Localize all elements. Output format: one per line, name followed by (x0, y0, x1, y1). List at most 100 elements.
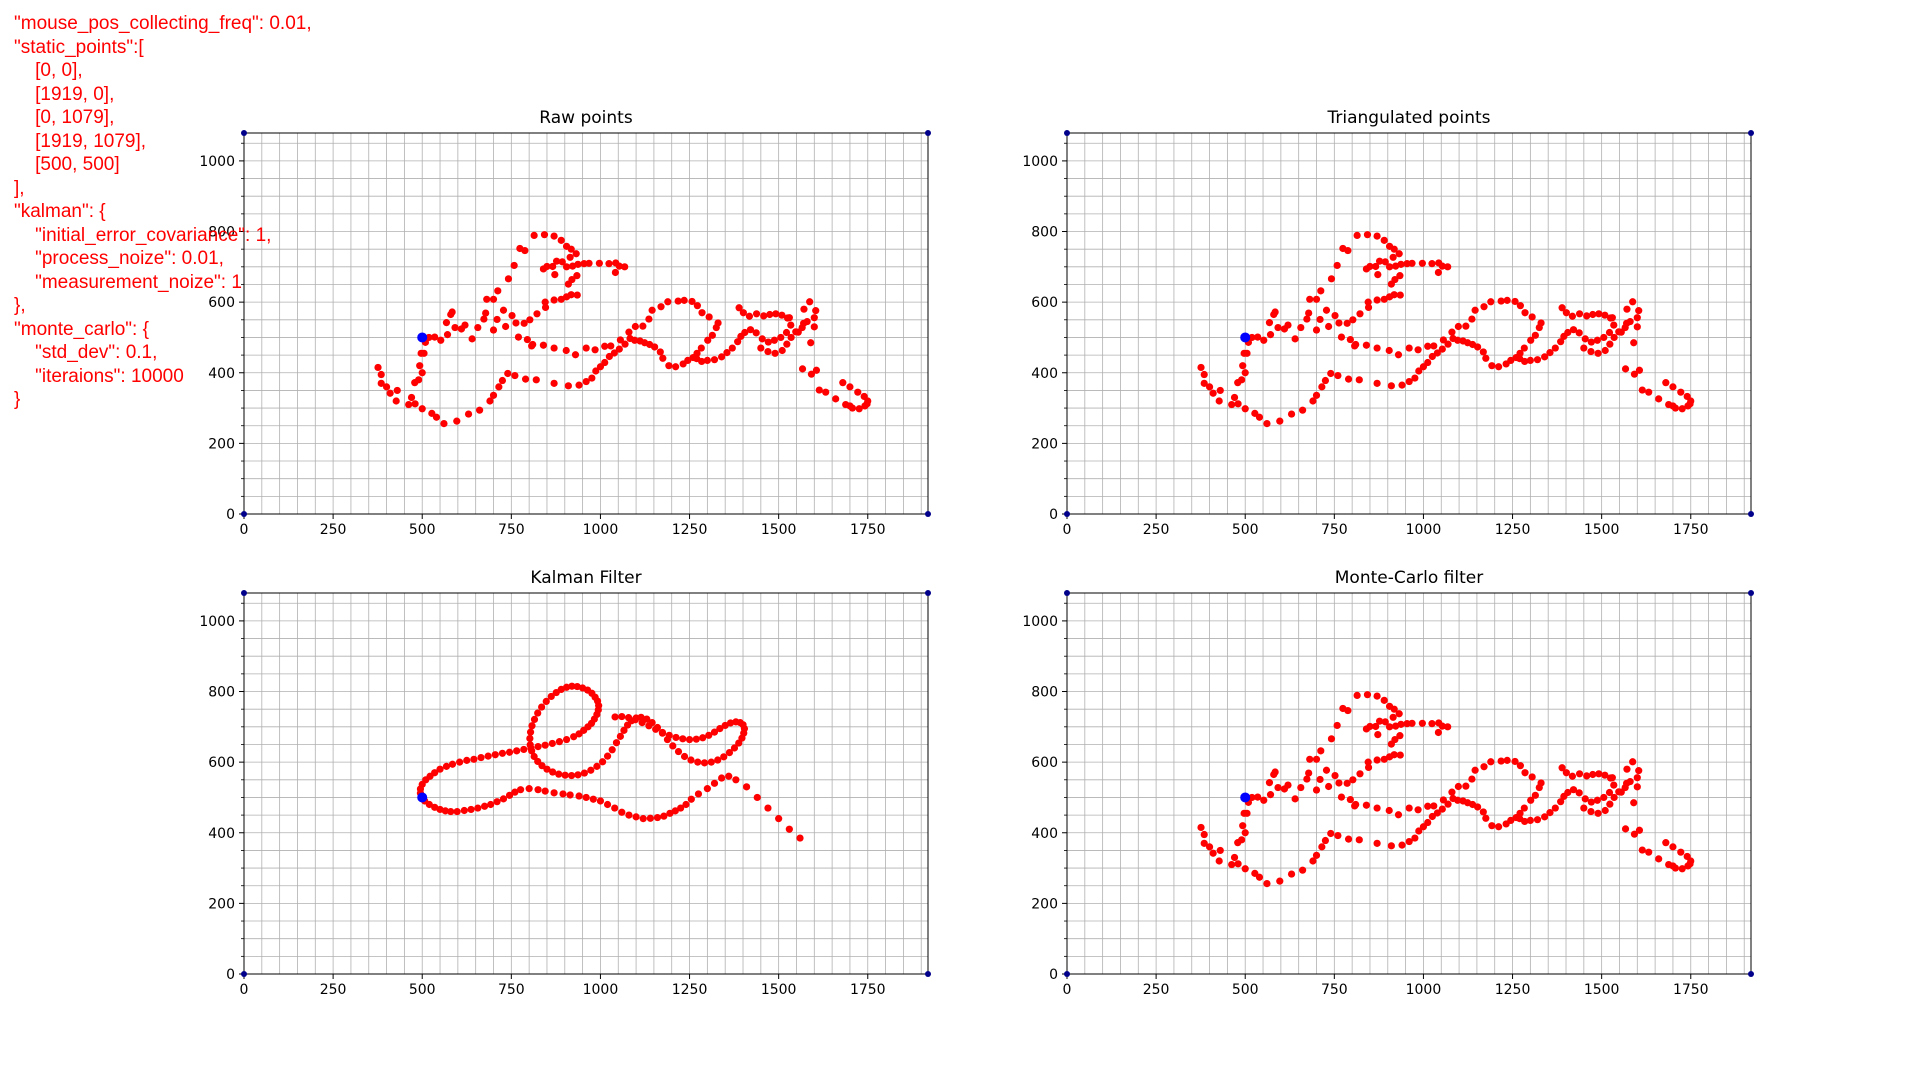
data-point (618, 808, 626, 816)
data-point (1677, 848, 1685, 856)
data-point (1390, 245, 1398, 253)
data-point (1265, 779, 1274, 787)
data-point (1305, 769, 1313, 777)
data-point (860, 392, 868, 401)
data-point (1321, 376, 1330, 385)
data-point (679, 735, 687, 743)
data-point (437, 336, 445, 344)
data-point (620, 726, 628, 734)
x-tick-label: 750 (498, 982, 525, 998)
data-point (562, 735, 571, 744)
data-point (574, 260, 582, 268)
data-point (1397, 260, 1405, 268)
data-point (703, 785, 711, 793)
data-point (386, 389, 394, 397)
data-point (806, 298, 814, 306)
data-point (1678, 405, 1686, 413)
subplot-2: 0 250 500 750 1000 1250 1500 1750 0 200 400 600 800 1… (199, 568, 931, 998)
subplot-title: Triangulated points (1326, 108, 1490, 128)
x-tick-label: 750 (1321, 982, 1348, 998)
y-tick-label: 400 (208, 826, 235, 842)
data-point (1234, 400, 1242, 408)
data-point (1343, 779, 1351, 787)
data-point (482, 309, 490, 317)
data-point (1306, 755, 1314, 763)
data-point (705, 313, 713, 321)
data-point (539, 341, 548, 349)
data-point (1633, 774, 1641, 782)
data-point (1265, 319, 1274, 327)
data-point (1623, 305, 1631, 313)
static-point (1748, 130, 1754, 136)
data-point (800, 305, 808, 313)
y-tick-label: 1000 (1022, 154, 1058, 170)
data-point (631, 322, 639, 331)
data-point (1583, 312, 1591, 320)
data-point (1297, 323, 1305, 332)
data-point (431, 769, 439, 777)
data-point (1260, 336, 1268, 344)
data-point (571, 351, 580, 359)
data-point (1414, 806, 1422, 814)
data-point (1405, 344, 1413, 352)
data-point (460, 806, 468, 815)
data-point (511, 371, 519, 380)
data-point (1241, 865, 1249, 873)
data-point (1568, 312, 1577, 320)
data-point (796, 834, 804, 842)
data-point (1333, 261, 1341, 270)
data-point (1356, 770, 1364, 778)
data-point (1558, 304, 1566, 312)
data-point (1205, 843, 1214, 851)
data-point (612, 739, 621, 747)
data-point (705, 731, 713, 739)
data-point (534, 709, 542, 717)
data-point (1630, 339, 1638, 347)
data-point (451, 323, 459, 332)
data-point (1352, 340, 1360, 349)
data-point (1334, 831, 1342, 840)
data-point (610, 349, 618, 357)
data-point (1428, 260, 1436, 268)
data-point (665, 731, 673, 739)
data-point (564, 382, 572, 390)
data-point (1327, 829, 1335, 838)
data-point (1374, 270, 1382, 279)
static-point (1240, 332, 1251, 343)
data-point (1503, 756, 1511, 764)
data-point (547, 692, 555, 701)
data-point (1209, 849, 1217, 857)
data-point (1316, 315, 1324, 324)
data-point (550, 344, 558, 352)
data-point (1387, 382, 1395, 390)
data-point (1419, 363, 1428, 371)
data-point (431, 803, 439, 811)
data-point (1251, 869, 1259, 877)
data-point (575, 381, 583, 389)
data-point (1557, 798, 1565, 806)
data-point (807, 370, 816, 378)
data-point (1254, 793, 1262, 801)
data-point (418, 369, 426, 377)
data-point (1327, 735, 1336, 743)
data-point (666, 809, 674, 817)
y-tick-label: 800 (1031, 225, 1058, 241)
data-point (601, 342, 609, 350)
data-point (1216, 386, 1224, 395)
x-tick-label: 0 (1063, 522, 1072, 538)
data-point (1373, 379, 1381, 387)
data-point (558, 258, 566, 266)
data-point (1468, 775, 1476, 783)
data-point (1623, 319, 1631, 327)
data-point (499, 795, 508, 803)
data-point (1352, 800, 1360, 809)
data-point (1683, 392, 1691, 401)
data-point (549, 262, 557, 271)
y-tick-label: 0 (226, 967, 235, 983)
data-point (737, 332, 745, 340)
data-point (1205, 383, 1214, 391)
data-point (1325, 322, 1333, 331)
data-point (1385, 293, 1394, 301)
data-point (1335, 779, 1343, 787)
x-tick-label: 1750 (850, 982, 886, 998)
